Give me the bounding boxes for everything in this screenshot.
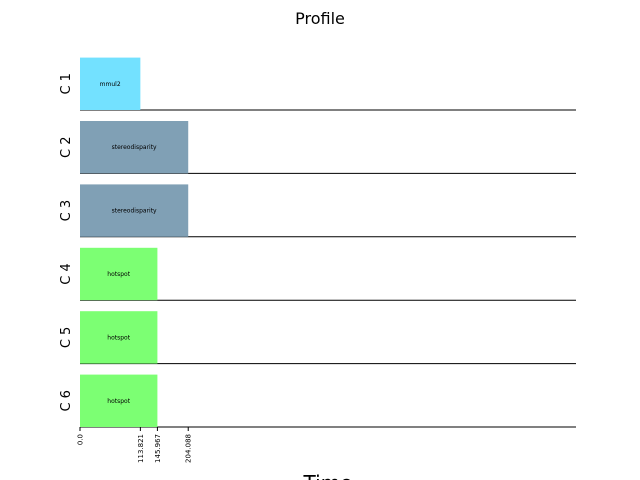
- x-tick-label: 204.088: [185, 434, 193, 463]
- task-bar: [80, 57, 141, 110]
- task-bar: [80, 374, 158, 427]
- row-label: C 5: [59, 327, 74, 348]
- row-label: C 3: [59, 200, 74, 221]
- task-label: stereodisparity: [112, 208, 157, 215]
- task-label: stereodisparity: [112, 144, 157, 151]
- task-bar: [80, 247, 158, 301]
- x-tick-label: 113.821: [137, 434, 145, 463]
- x-tick-label: 0.0: [77, 434, 85, 445]
- task-bar: [80, 121, 189, 174]
- task-label: mmul2: [100, 81, 121, 88]
- chart-title: Profile: [295, 9, 345, 28]
- task-bar: [80, 311, 158, 364]
- task-label: hotspot: [107, 398, 130, 405]
- row-label: C 6: [59, 390, 74, 411]
- row-label: C 2: [59, 136, 74, 157]
- x-tick-label: 145.967: [154, 434, 162, 463]
- row-label: C 1: [59, 73, 74, 94]
- task-label: hotspot: [107, 334, 130, 341]
- rows-group: C 1 C 2 C 3 C 4 C 5 C 6 mmul2 stereodisparity st…: [59, 57, 576, 428]
- row-label: C 4: [59, 263, 74, 284]
- task-label: hotspot: [107, 271, 130, 278]
- x-axis: 0.0 113.821 145.967 204.088: [77, 427, 193, 463]
- x-axis-label: Time: [303, 471, 353, 480]
- task-bar: [80, 184, 189, 237]
